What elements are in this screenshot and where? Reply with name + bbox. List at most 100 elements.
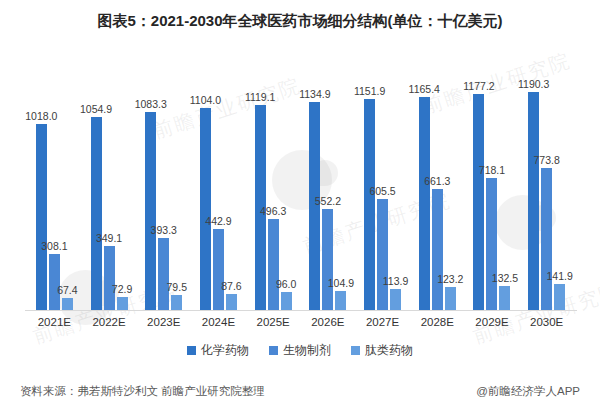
chart-title: 图表5：2021-2030年全球医药市场细分结构(单位：十亿美元) (0, 12, 600, 31)
bar-生物制剂-2023E (158, 238, 169, 310)
bar-value-label: 393.3 (151, 224, 177, 236)
bar-col: 308.1 (49, 240, 60, 310)
legend-swatch-icon (351, 346, 360, 355)
bar-value-label: 552.2 (315, 195, 341, 207)
bar-value-label: 1190.3 (518, 78, 549, 90)
bar-value-label: 1104.0 (190, 94, 221, 106)
bar-value-label: 87.6 (221, 280, 241, 292)
bar-value-label: 123.2 (437, 273, 463, 285)
legend-swatch-icon (269, 346, 278, 355)
bar-col: 67.4 (62, 284, 73, 310)
bar-group-2028E: 1165.4661.3123.22028E (410, 60, 465, 310)
x-axis-label-2028E: 2028E (421, 316, 454, 328)
legend-label: 肽类药物 (365, 342, 413, 359)
bar-肽类药物-2027E (390, 289, 401, 310)
bar-肽类药物-2028E (445, 287, 456, 310)
bar-生物制剂-2024E (213, 229, 224, 310)
chart-figure: 前瞻产业研究院 前瞻产业研究院 前瞻产业研究院 前瞻产业研究院 前瞻产业研究院 … (0, 0, 600, 416)
bar-col: 1083.3 (145, 98, 156, 310)
bar-value-label: 605.5 (369, 185, 395, 197)
bar-肽类药物-2022E (117, 297, 128, 310)
bar-value-label: 1177.2 (463, 80, 494, 92)
bar-group-2026E: 1134.9552.2104.92026E (301, 60, 356, 310)
bar-肽类药物-2029E (499, 286, 510, 310)
bar-value-label: 661.3 (424, 175, 450, 187)
bar-化学药物-2027E (364, 99, 375, 310)
x-axis-label-2025E: 2025E (257, 316, 290, 328)
x-axis-label-2024E: 2024E (202, 316, 235, 328)
bar-col: 1190.3 (528, 78, 539, 310)
bar-value-label: 79.5 (167, 281, 187, 293)
bar-value-label: 141.9 (547, 270, 573, 282)
bar-value-label: 1054.9 (80, 103, 112, 115)
bar-生物制剂-2021E (49, 254, 60, 310)
bar-value-label: 1119.1 (245, 91, 276, 103)
bar-value-label: 496.3 (260, 205, 286, 217)
bar-肽类药物-2025E (281, 292, 292, 310)
bar-value-label: 72.9 (112, 283, 132, 295)
bar-value-label: 113.9 (383, 275, 409, 287)
bar-肽类药物-2030E (554, 284, 565, 310)
x-axis-label-2021E: 2021E (38, 316, 71, 328)
bar-col: 141.9 (554, 270, 565, 310)
bar-生物制剂-2025E (268, 219, 279, 310)
bar-col: 1018.0 (36, 110, 47, 310)
bar-col: 104.9 (335, 277, 346, 310)
bar-col: 605.5 (377, 185, 388, 310)
x-axis-label-2030E: 2030E (530, 316, 563, 328)
bar-肽类药物-2024E (226, 294, 237, 310)
bar-化学药物-2024E (200, 108, 211, 310)
bar-group-2027E: 1151.9605.5113.92027E (355, 60, 410, 310)
bar-value-label: 773.8 (534, 154, 560, 166)
bar-col: 96.0 (281, 278, 292, 310)
credit-note: @前瞻经济学人APP (476, 384, 580, 399)
bar-化学药物-2028E (419, 97, 430, 310)
bar-group-2024E: 1104.0442.987.62024E (191, 60, 246, 310)
footer: 资料来源：弗若斯特沙利文 前瞻产业研究院整理 @前瞻经济学人APP (20, 384, 580, 399)
bar-col: 496.3 (268, 205, 279, 310)
x-axis-label-2022E: 2022E (92, 316, 125, 328)
x-axis-label-2027E: 2027E (366, 316, 399, 328)
x-axis-label-2026E: 2026E (311, 316, 344, 328)
bar-value-label: 442.9 (205, 215, 231, 227)
bar-化学药物-2021E (36, 124, 47, 310)
bar-生物制剂-2027E (377, 199, 388, 310)
bar-化学药物-2029E (473, 94, 484, 310)
bar-group-2029E: 1177.2718.1132.52029E (465, 60, 520, 310)
bar-value-label: 104.9 (328, 277, 354, 289)
bar-化学药物-2022E (91, 117, 102, 310)
bar-value-label: 96.0 (276, 278, 296, 290)
bar-col: 661.3 (432, 175, 443, 310)
bar-col: 393.3 (158, 224, 169, 310)
x-axis-label-2023E: 2023E (147, 316, 180, 328)
bar-col: 552.2 (322, 195, 333, 310)
bar-value-label: 1083.3 (135, 98, 167, 110)
bar-col: 123.2 (445, 273, 456, 310)
bar-化学药物-2023E (145, 112, 156, 310)
bar-生物制剂-2030E (541, 168, 552, 310)
legend-item-化学药物: 化学药物 (187, 342, 249, 359)
legend-label: 生物制剂 (283, 342, 331, 359)
legend-swatch-icon (187, 346, 196, 355)
bar-col: 1177.2 (473, 80, 484, 310)
bar-col: 113.9 (390, 275, 401, 310)
bar-肽类药物-2026E (335, 291, 346, 310)
bar-col: 773.8 (541, 154, 552, 310)
bar-value-label: 718.1 (479, 164, 505, 176)
bar-col: 718.1 (486, 164, 497, 310)
bar-group-2030E: 1190.3773.8141.92030E (519, 60, 574, 310)
bar-col: 87.6 (226, 280, 237, 310)
bar-col: 1119.1 (255, 91, 266, 310)
bar-value-label: 1018.0 (25, 110, 57, 122)
legend-label: 化学药物 (201, 342, 249, 359)
bar-col: 349.1 (104, 232, 115, 310)
bar-value-label: 349.1 (96, 232, 122, 244)
bar-group-2021E: 1018.0308.167.42021E (27, 60, 82, 310)
bar-col: 1165.4 (419, 83, 430, 310)
bar-col: 72.9 (117, 283, 128, 310)
bar-肽类药物-2023E (171, 295, 182, 310)
bar-value-label: 1134.9 (299, 88, 330, 100)
bar-生物制剂-2029E (486, 178, 497, 310)
bar-肽类药物-2021E (62, 298, 73, 310)
bar-group-2022E: 1054.9349.172.92022E (82, 60, 137, 310)
